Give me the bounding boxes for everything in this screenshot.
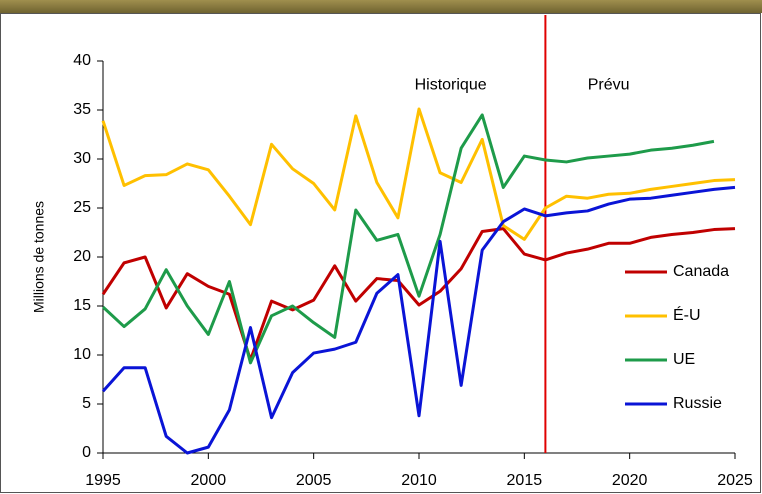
x-tick-label: 1995 — [85, 472, 121, 489]
annotation: Historique — [415, 77, 487, 94]
y-tick-label: 35 — [73, 101, 91, 118]
y-tick-label: 15 — [73, 297, 91, 314]
top-bar — [0, 0, 762, 13]
y-tick-label: 5 — [82, 395, 91, 412]
y-tick-label: 10 — [73, 346, 91, 363]
y-tick-label: 25 — [73, 199, 91, 216]
frame — [0, 13, 761, 493]
x-tick-label: 2010 — [401, 472, 437, 489]
legend-label: Russie — [673, 395, 722, 412]
x-tick-label: 2000 — [191, 472, 227, 489]
y-tick-label: 0 — [82, 444, 91, 461]
legend-label: Canada — [673, 263, 729, 280]
annotation: Prévu — [588, 77, 630, 94]
legend-label: UE — [673, 351, 695, 368]
x-tick-label: 2020 — [612, 472, 648, 489]
x-tick-label: 2005 — [296, 472, 332, 489]
series-line — [101, 113, 715, 365]
y-tick-label: 40 — [73, 52, 91, 69]
x-tick-label: 2015 — [507, 472, 543, 489]
series-line — [101, 185, 736, 455]
series-line — [101, 107, 736, 241]
legend-label: É-U — [673, 305, 701, 324]
series-line — [101, 227, 736, 362]
y-tick-label: 20 — [73, 248, 91, 265]
y-axis-title: Millions de tonnes — [31, 201, 47, 313]
x-tick-label: 2025 — [717, 472, 753, 489]
y-tick-label: 30 — [73, 150, 91, 167]
